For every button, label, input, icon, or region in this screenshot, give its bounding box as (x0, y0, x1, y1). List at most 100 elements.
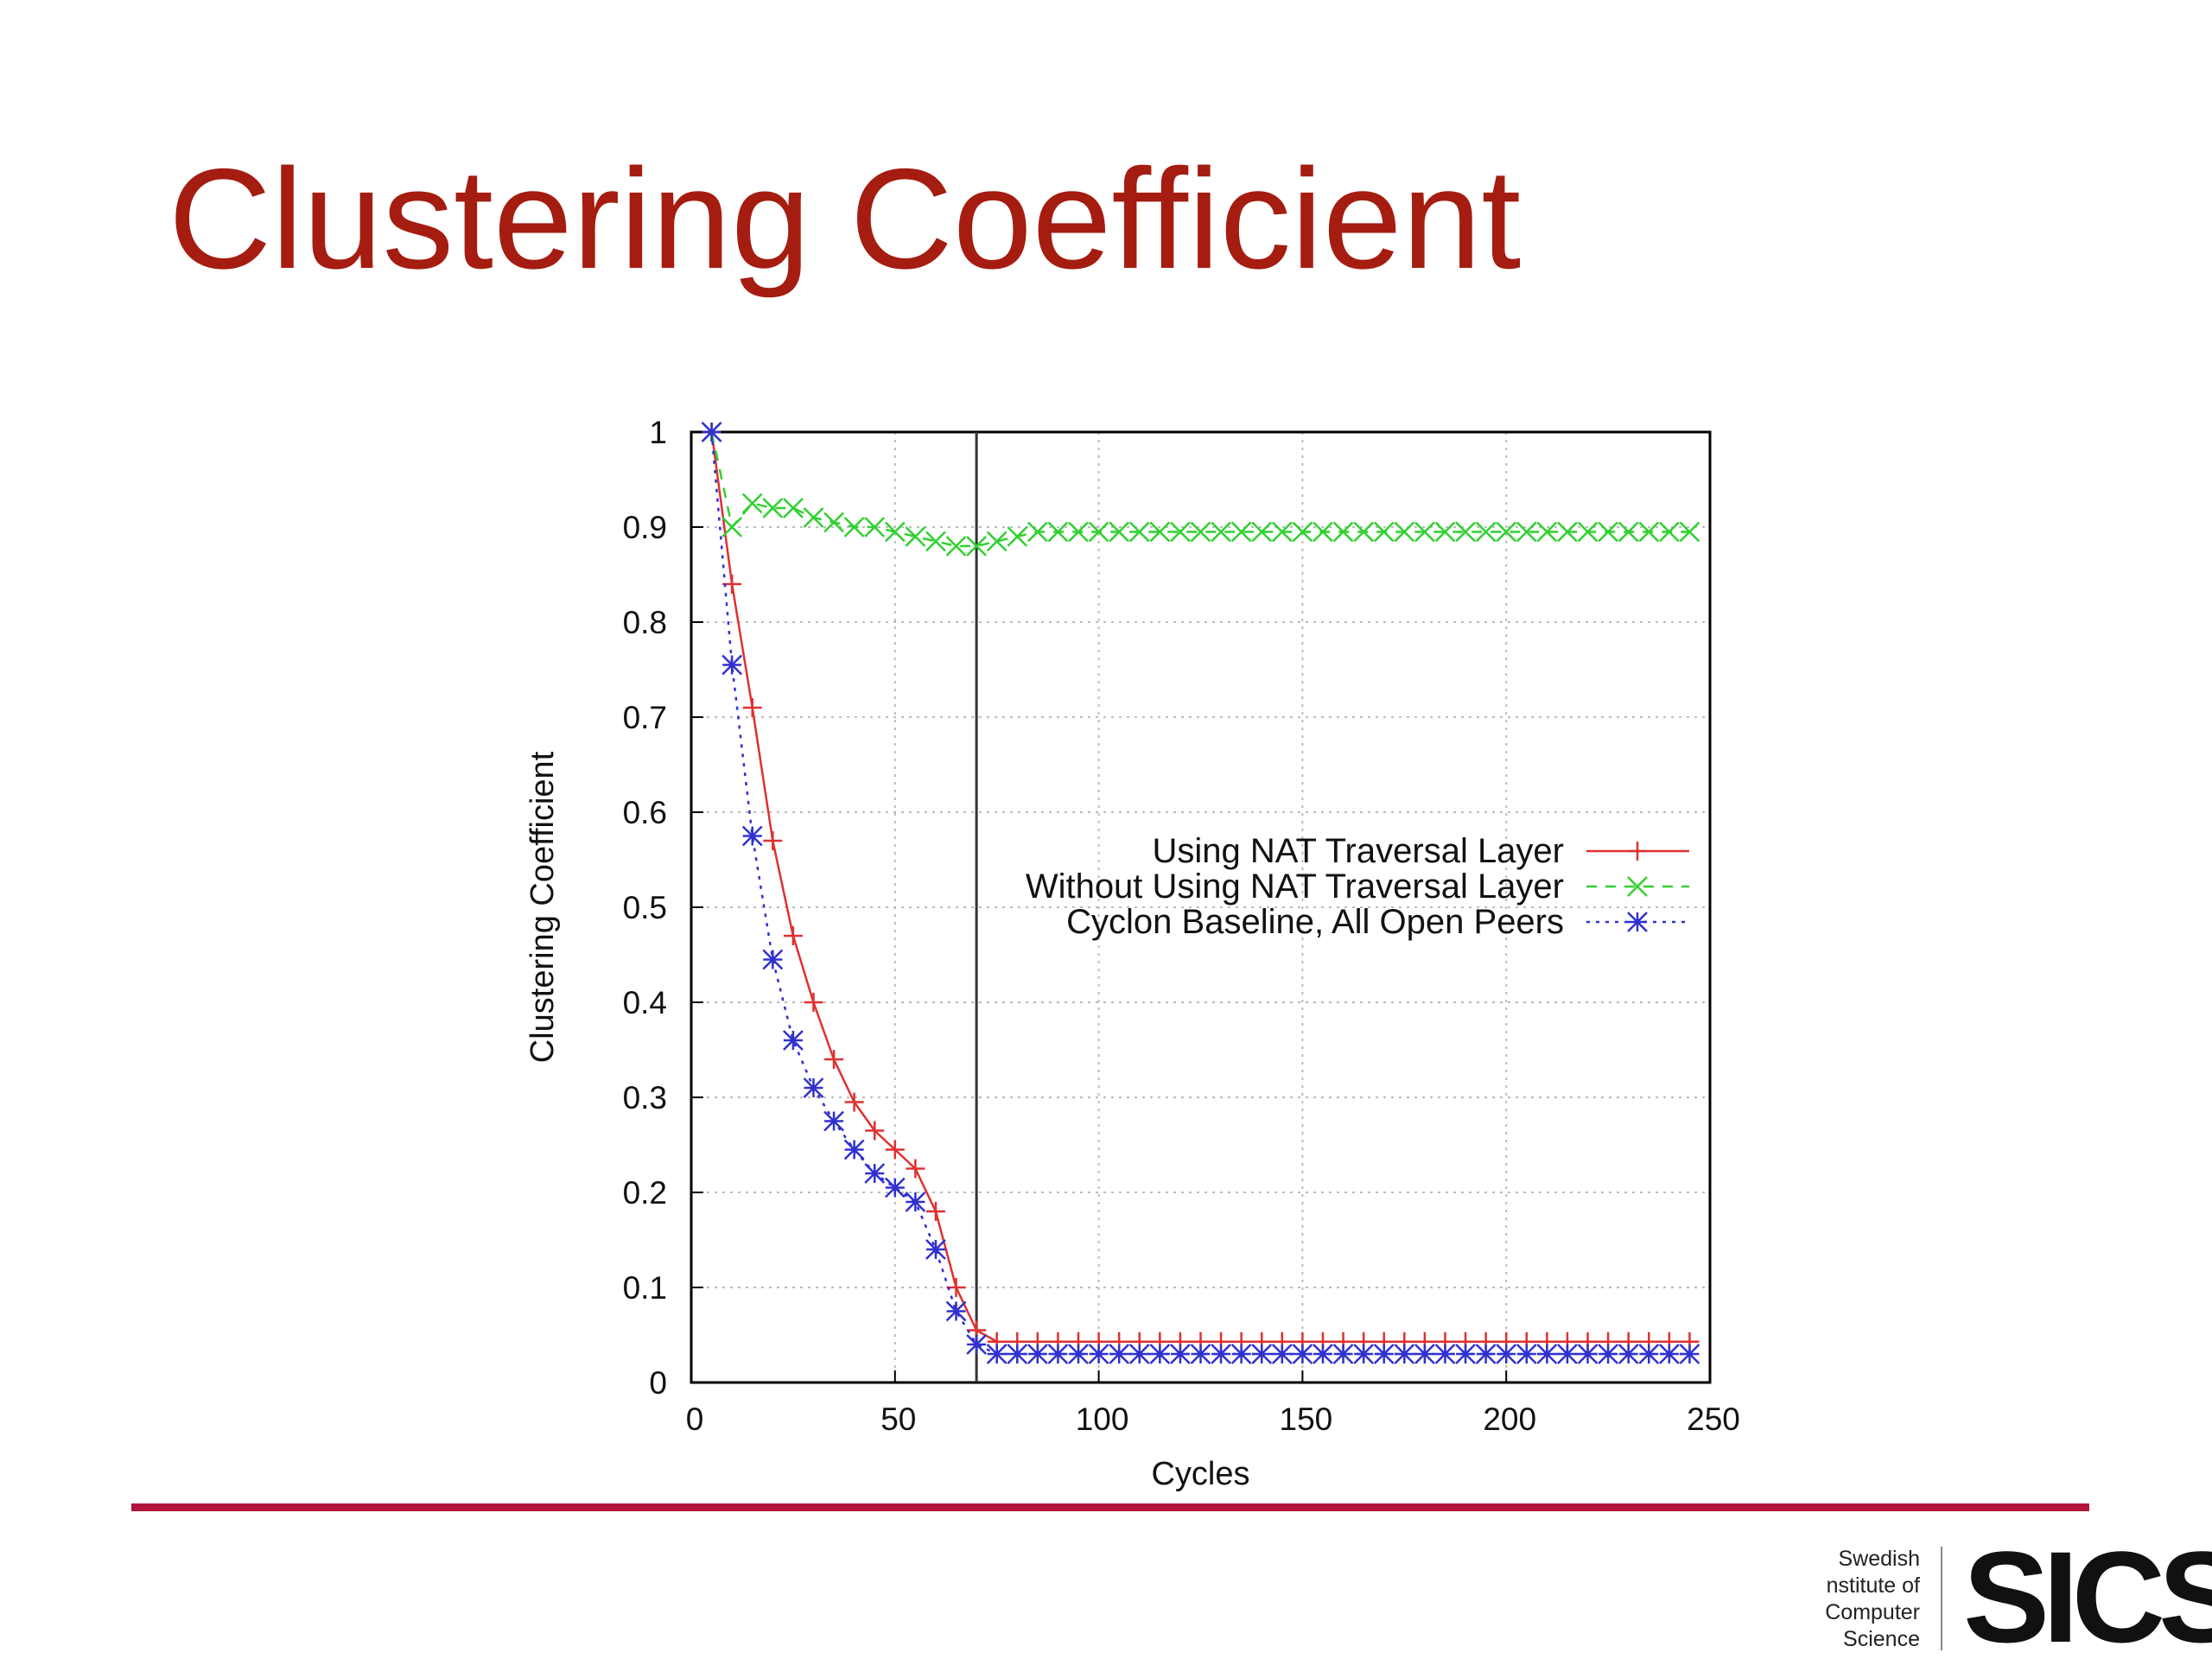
org-line: Swedish (1839, 1547, 1921, 1571)
point-marker (986, 1344, 1007, 1364)
point-marker (1434, 521, 1456, 543)
point-marker (1638, 521, 1660, 543)
legend-label: Cyclon Baseline, All Open Peers (1066, 903, 1564, 941)
point-marker (1047, 1344, 1069, 1364)
y-tick-label: 0.6 (623, 795, 667, 830)
point-marker (721, 654, 743, 676)
y-tick-label: 0.1 (623, 1270, 667, 1306)
point-marker (986, 531, 1007, 552)
point-marker (925, 1239, 946, 1260)
point-marker (742, 698, 762, 717)
point-marker (1047, 521, 1069, 543)
point-marker (1230, 1344, 1252, 1364)
point-marker (823, 512, 844, 533)
y-tick-label: 1 (649, 415, 667, 450)
point-marker (946, 1278, 966, 1297)
y-tick-label: 0.7 (623, 700, 667, 735)
point-marker (803, 1077, 824, 1098)
point-marker (884, 1177, 906, 1198)
divider (131, 1503, 2089, 1511)
point-marker (864, 1163, 886, 1184)
point-marker (905, 1192, 926, 1212)
point-marker (1557, 1344, 1578, 1364)
point-marker (906, 1159, 925, 1179)
point-marker (1230, 521, 1252, 543)
point-marker (843, 1139, 865, 1160)
y-tick-label: 0.3 (623, 1080, 667, 1116)
point-marker (1128, 521, 1150, 543)
y-tick-label: 0.2 (623, 1175, 667, 1211)
y-tick-label: 0.9 (623, 510, 667, 545)
point-marker (1658, 1344, 1680, 1364)
point-marker (1516, 521, 1537, 543)
point-marker (1455, 521, 1476, 543)
y-tick-label: 0.5 (623, 890, 667, 925)
point-marker (763, 831, 783, 850)
point-marker (925, 1202, 945, 1221)
point-marker (1149, 1344, 1171, 1364)
point-marker (762, 949, 784, 970)
point-marker (783, 498, 804, 518)
point-marker (865, 1121, 885, 1141)
point-marker (741, 825, 763, 847)
point-marker (905, 526, 926, 547)
point-marker (1251, 521, 1273, 543)
point-marker (1618, 521, 1639, 543)
point-marker (1638, 1344, 1660, 1364)
point-marker (1211, 521, 1231, 543)
point-marker (1414, 1344, 1435, 1364)
point-marker (1557, 521, 1578, 543)
point-marker (1434, 1344, 1456, 1364)
point-marker (1170, 1344, 1191, 1364)
point-marker (783, 1030, 804, 1051)
point-marker (885, 1140, 905, 1160)
point-marker (1251, 1344, 1273, 1364)
point-marker (1332, 521, 1354, 543)
point-marker (1068, 521, 1089, 543)
x-tick-label: 250 (1687, 1402, 1740, 1437)
org-line: nstitute of (1827, 1573, 1920, 1598)
point-marker (1394, 521, 1415, 543)
point-marker (1577, 1344, 1599, 1364)
point-marker (1007, 1344, 1028, 1364)
point-marker (1658, 521, 1680, 543)
point-marker (1149, 521, 1171, 543)
x-tick-label: 0 (686, 1402, 704, 1437)
legend-marker (1627, 876, 1648, 897)
point-marker (1170, 521, 1191, 543)
point-marker (1313, 521, 1333, 543)
x-axis-label: Cycles (1151, 1456, 1249, 1492)
point-marker (701, 422, 722, 442)
point-marker (1088, 1344, 1109, 1364)
point-marker (824, 1050, 844, 1069)
point-marker (1536, 1344, 1558, 1364)
point-marker (1109, 521, 1130, 543)
point-marker (1128, 1344, 1150, 1364)
point-marker (1332, 1344, 1354, 1364)
legend-label: Without Using NAT Traversal Layer (1026, 868, 1564, 906)
org-line: Computer (1825, 1600, 1920, 1624)
point-marker (1577, 521, 1599, 543)
point-marker (721, 517, 743, 537)
point-marker (1496, 521, 1517, 543)
point-marker (1313, 1344, 1333, 1364)
point-marker (864, 517, 886, 537)
point-marker (1271, 1344, 1293, 1364)
point-marker (966, 1334, 988, 1355)
point-marker (1475, 521, 1497, 543)
point-marker (1068, 1344, 1089, 1364)
point-marker (783, 926, 803, 945)
point-marker (1598, 1344, 1618, 1364)
point-marker (1190, 1344, 1211, 1364)
logo: SICS (1963, 1524, 2212, 1659)
y-tick-label: 0.8 (623, 605, 667, 640)
plot-frame (690, 430, 1712, 1384)
point-marker (1109, 1344, 1130, 1364)
point-marker (762, 498, 784, 518)
y-axis-label: Clustering Coefficient (524, 751, 561, 1063)
point-marker (1211, 1344, 1231, 1364)
legend-marker (1628, 842, 1647, 861)
point-marker (1496, 1344, 1517, 1364)
point-marker (1271, 521, 1293, 543)
